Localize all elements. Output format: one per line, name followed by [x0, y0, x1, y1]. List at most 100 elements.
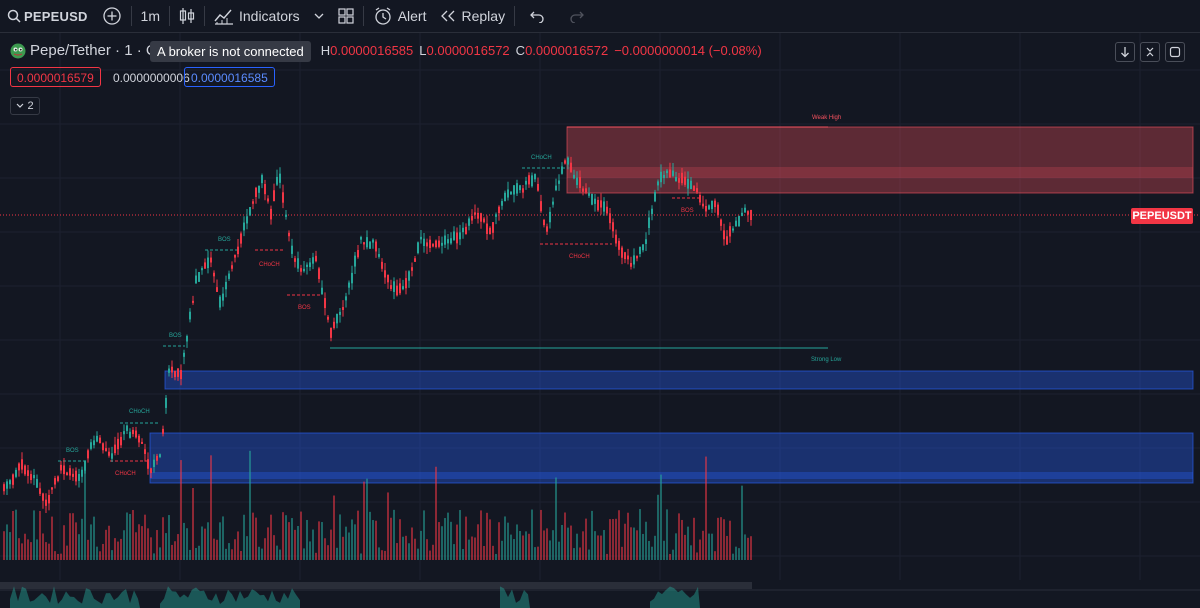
collapse-pane-button[interactable] [1140, 42, 1160, 62]
candle-body [444, 235, 446, 245]
sell-price-button[interactable]: 0.0000016579 [10, 67, 101, 87]
volume-bar [90, 524, 92, 560]
candle-body [672, 170, 674, 176]
bos-label: BOS [169, 333, 182, 339]
volume-bar [360, 553, 362, 560]
candle-body [684, 176, 686, 185]
volume-bar [501, 540, 503, 560]
volume-bar [702, 530, 704, 560]
candle-body [567, 157, 569, 165]
alert-button[interactable]: Alert [366, 0, 434, 32]
candle-body [246, 216, 248, 224]
candle-body [537, 183, 539, 191]
candle-body [171, 366, 173, 373]
candle-body [291, 245, 293, 254]
collapse-indicators-button[interactable]: 2 [10, 97, 40, 115]
volume-bar [189, 549, 191, 560]
candle-body [675, 177, 677, 182]
volume-bar [12, 510, 14, 560]
candle-body [180, 370, 182, 380]
toolbar-divider [168, 6, 170, 26]
candle-body [450, 238, 452, 244]
candle-body [513, 185, 515, 195]
volume-bar [522, 535, 524, 560]
candle-body [459, 232, 461, 240]
candle-body [315, 255, 317, 262]
undo-button[interactable] [517, 0, 557, 32]
volume-bar [297, 525, 299, 560]
volume-bar [354, 524, 356, 560]
candle-body [624, 252, 626, 260]
candle-body [99, 437, 101, 444]
candle-body [27, 470, 29, 476]
volume-bar [696, 552, 698, 560]
candle-body [114, 444, 116, 454]
candle-body [654, 192, 656, 202]
candle-body [522, 188, 524, 193]
demand-zone-lower-inner [150, 472, 1193, 479]
volume-bar [390, 517, 392, 560]
candle-body [234, 254, 236, 258]
candle-body [267, 198, 269, 202]
volume-bar [513, 539, 515, 560]
volume-bar [9, 532, 11, 560]
candle-body [519, 185, 521, 191]
price-chart[interactable]: Weak High Strong Low BOS CHoCH CHoCH BOS… [0, 33, 1200, 608]
volume-bar [576, 533, 578, 560]
layout-button[interactable] [331, 0, 361, 32]
compare-button[interactable] [95, 0, 129, 32]
volume-bar [588, 549, 590, 560]
volume-bar [228, 543, 230, 560]
volume-bar [498, 522, 500, 560]
candle-body [738, 216, 740, 227]
volume-bar [81, 518, 83, 560]
volume-bar [546, 528, 548, 560]
candle-body [396, 285, 398, 296]
fullscreen-button[interactable] [1165, 42, 1185, 62]
volume-bar [627, 512, 629, 560]
toolbar-divider [362, 6, 364, 26]
volume-bar [564, 512, 566, 560]
volume-bar [750, 536, 752, 560]
volume-bar [240, 551, 242, 560]
replay-button[interactable]: Replay [433, 0, 512, 32]
interval-button[interactable]: 1m [134, 0, 167, 32]
volume-bar [18, 538, 20, 560]
volume-bar [432, 544, 434, 560]
chart-type-button[interactable] [172, 0, 202, 32]
symbol-title[interactable]: Pepe/Tether · 1 · C [30, 42, 157, 59]
candle-body [147, 459, 149, 469]
volume-bar [177, 534, 179, 560]
candle-body [6, 481, 8, 489]
volume-bar [420, 530, 422, 560]
candle-body [42, 493, 44, 501]
symbol-search[interactable]: PEPEUSD [0, 0, 95, 32]
volume-bar [663, 540, 665, 560]
volume-bar [201, 526, 203, 560]
search-icon [7, 9, 21, 23]
candle-body [342, 307, 344, 310]
indicators-dropdown[interactable] [307, 0, 331, 32]
volume-bar [405, 535, 407, 560]
volume-bar [372, 520, 374, 560]
candle-body [483, 218, 485, 223]
time-scrollbar[interactable] [0, 582, 752, 589]
redo-button[interactable] [557, 0, 597, 32]
indicators-button[interactable]: Indicators [207, 0, 307, 32]
volume-bar [210, 455, 212, 560]
candle-body [417, 242, 419, 254]
volume-bar [351, 519, 353, 560]
candlestick-series [3, 156, 752, 514]
scroll-down-button[interactable] [1115, 42, 1135, 62]
candle-body [372, 239, 374, 243]
volume-bar [618, 510, 620, 560]
candle-body [576, 177, 578, 185]
volume-bar [225, 548, 227, 560]
candle-body [363, 242, 365, 245]
volume-bar [39, 510, 41, 560]
oscillator-area [650, 586, 700, 608]
alert-label: Alert [397, 8, 427, 24]
candle-body [297, 258, 299, 269]
volume-bar [534, 547, 536, 560]
buy-price-button[interactable]: 0.0000016585 [184, 67, 275, 87]
